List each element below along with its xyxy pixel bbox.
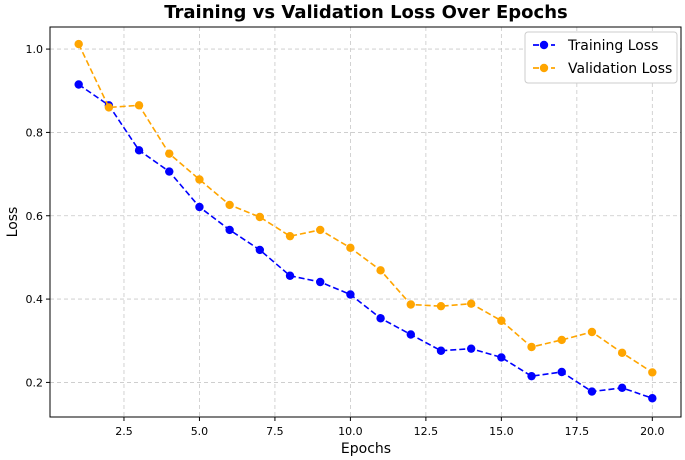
validation-loss-point <box>557 335 566 345</box>
legend-training-marker <box>539 40 549 50</box>
training-loss-point <box>255 245 265 255</box>
validation-loss-point <box>225 200 234 210</box>
validation-loss-point <box>436 301 446 311</box>
training-loss-point <box>134 146 144 155</box>
training-loss-point <box>74 80 83 89</box>
validation-loss-point <box>406 300 415 309</box>
validation-loss-point <box>617 348 627 358</box>
x-tick-label: 20.0 <box>640 425 665 438</box>
x-tick-label: 5.0 <box>191 425 209 438</box>
validation-loss-point <box>587 327 597 337</box>
training-loss-point <box>527 371 536 381</box>
training-loss-point <box>195 202 204 212</box>
x-axis-ticks: 2.5 5.0 7.5 10.0 12.5 15.0 17.5 20.0 <box>115 417 665 438</box>
y-tick-label: 0.4 <box>26 293 44 306</box>
validation-loss-point <box>497 316 506 325</box>
training-loss-point <box>587 387 597 396</box>
training-loss-point <box>165 167 174 176</box>
x-tick-label: 12.5 <box>414 425 439 438</box>
y-axis-label: Loss <box>5 207 21 238</box>
legend-validation-marker <box>539 63 549 73</box>
training-loss-point <box>376 314 385 323</box>
validation-loss-point <box>316 225 325 235</box>
chart-title: Training vs Validation Loss Over Epochs <box>164 2 568 23</box>
validation-loss-point <box>466 299 476 308</box>
y-tick-label: 0.2 <box>26 376 44 389</box>
validation-loss-point <box>165 149 174 158</box>
training-loss-point <box>225 225 234 235</box>
training-loss-point <box>316 277 325 287</box>
training-loss-point <box>617 383 627 393</box>
grid <box>50 27 681 417</box>
x-tick-label: 2.5 <box>115 425 133 438</box>
validation-loss-point <box>104 103 114 112</box>
x-tick-label: 10.0 <box>338 425 363 438</box>
training-loss-point <box>648 394 657 403</box>
training-loss-point <box>557 367 566 377</box>
training-loss-point <box>466 344 476 353</box>
validation-loss-point <box>74 39 83 49</box>
validation-loss-point <box>134 101 144 110</box>
training-loss-point <box>436 346 446 355</box>
training-loss-point <box>285 271 295 280</box>
legend-validation-label: Validation Loss <box>568 61 672 77</box>
y-tick-label: 0.8 <box>26 126 44 139</box>
y-tick-label: 0.6 <box>26 210 44 223</box>
legend-entry-training: Training Loss <box>533 38 658 54</box>
validation-loss-point <box>255 212 265 222</box>
validation-loss-point <box>376 266 385 275</box>
legend-box <box>524 31 678 84</box>
legend-training-label: Training Loss <box>567 38 658 54</box>
validation-loss-point <box>346 243 355 253</box>
plot-area-frame <box>49 26 682 418</box>
validation-loss-line <box>77 43 653 374</box>
series-layer <box>74 39 657 403</box>
training-loss-point <box>497 353 506 362</box>
validation-loss-point <box>285 231 295 241</box>
validation-loss-point <box>648 368 657 377</box>
x-axis-label: Epochs <box>341 441 391 457</box>
legend-entry-validation: Validation Loss <box>533 61 672 77</box>
x-tick-label: 17.5 <box>565 425 590 438</box>
training-loss-point <box>406 330 415 339</box>
legend: Training Loss Validation Loss <box>524 31 678 84</box>
training-loss-line <box>78 83 653 400</box>
training-loss-point <box>346 290 355 299</box>
x-tick-label: 15.0 <box>489 425 514 438</box>
y-tick-label: 1.0 <box>26 43 44 56</box>
y-axis-ticks: 0.2 0.4 0.6 0.8 1.0 <box>26 43 50 389</box>
x-tick-label: 7.5 <box>266 425 284 438</box>
validation-loss-point <box>195 175 204 184</box>
validation-loss-point <box>527 342 536 352</box>
